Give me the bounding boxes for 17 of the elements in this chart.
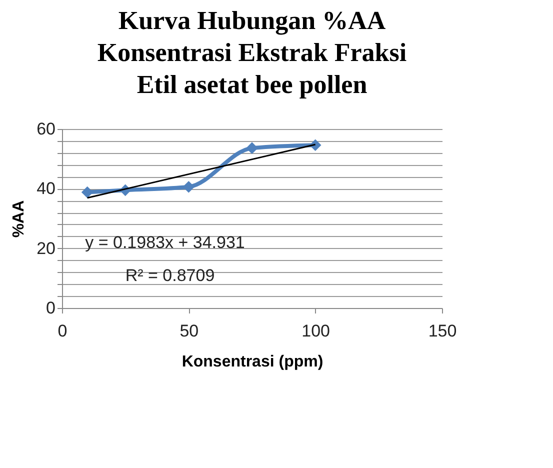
annotation: y = 0.1983x + 34.931 [85,233,245,252]
y-tick-label: 40 [36,179,56,198]
text: Konsentrasi Ekstrak Fraksi [97,38,407,67]
text: Kurva Hubungan %AA [118,6,386,35]
point [246,142,258,154]
x-axis-title: Konsentrasi (ppm) [182,354,324,370]
annotation: R² = 0.8709 [125,266,215,285]
text: Etil asetat bee pollen [136,70,368,99]
x-tick-label: 0 [58,322,68,340]
y-tick-label: 20 [36,238,56,258]
y-tick-label: 60 [36,120,56,138]
y-tick-label: 0 [46,298,56,318]
x-tick-label: 50 [180,322,199,340]
x-tick-label: 100 [302,322,330,340]
point [182,180,195,193]
y-axis-title: %AA [10,200,28,238]
x-tick-label: 150 [428,322,457,340]
